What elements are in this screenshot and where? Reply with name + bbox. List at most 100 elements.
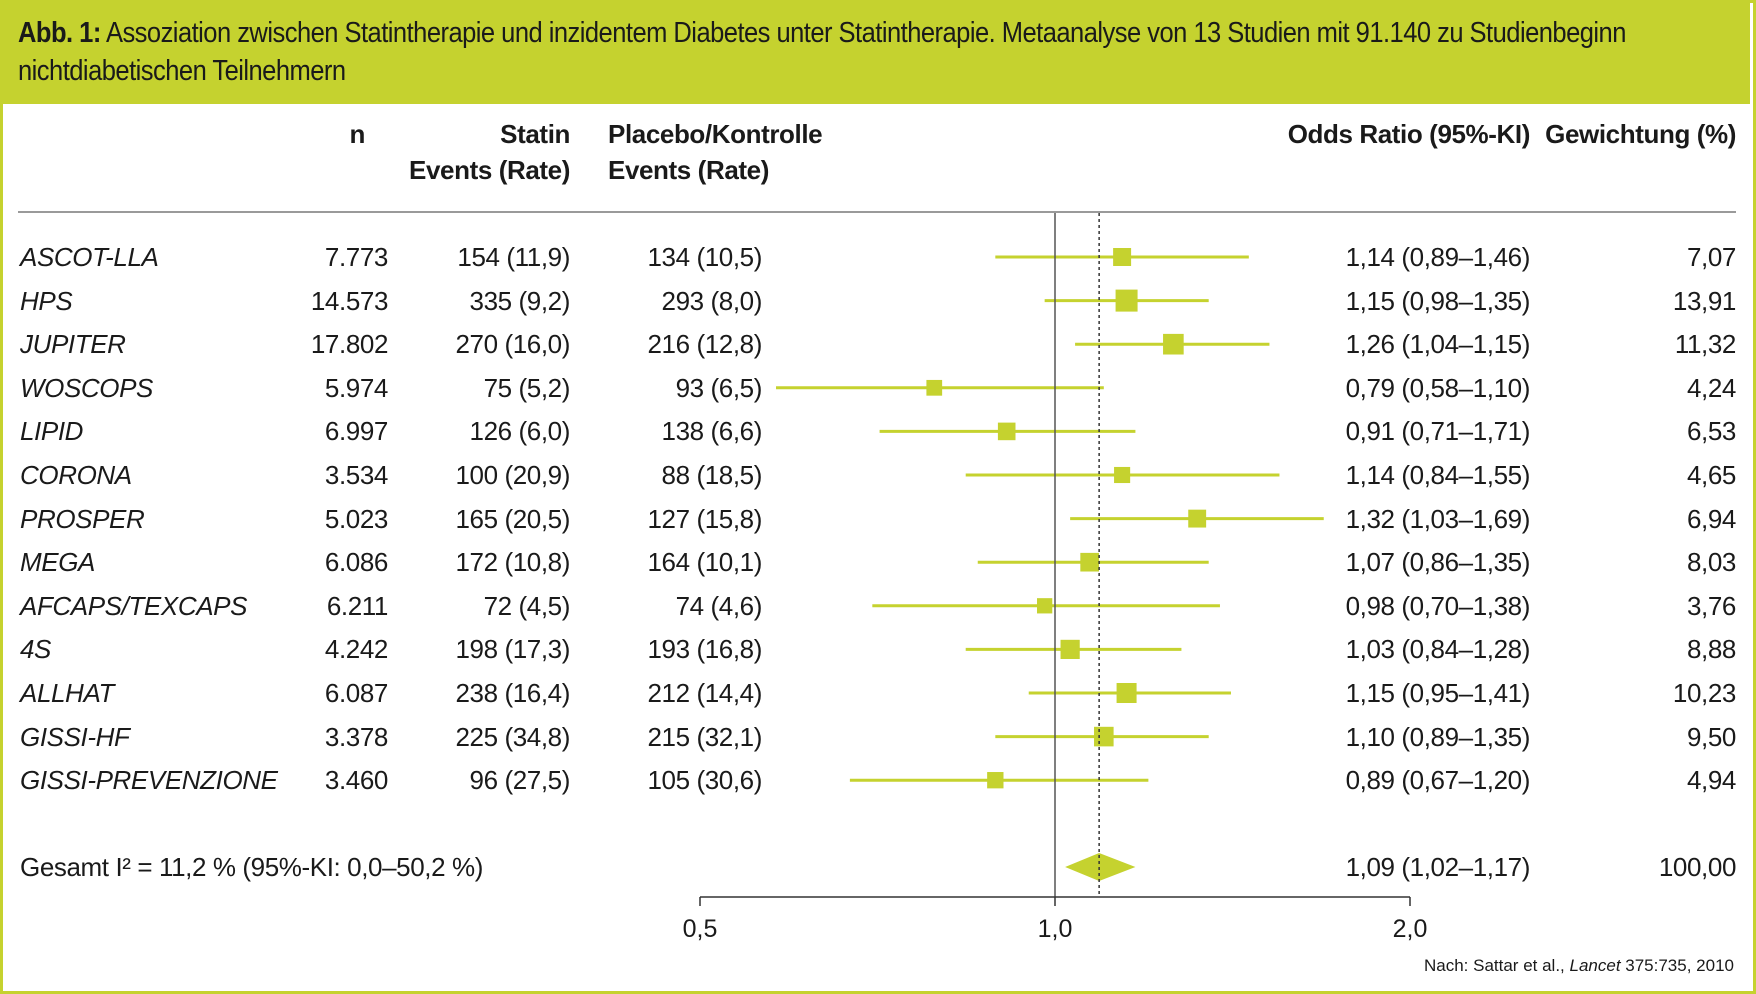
study-marker (1188, 509, 1207, 528)
source-journal: Lancet (1569, 956, 1621, 975)
study-weight: 11,32 (1674, 329, 1737, 360)
study-statin-events: 225 (34,8) (455, 721, 570, 752)
study-weight: 8,03 (1686, 547, 1736, 578)
study-odds-ratio: 1,10 (0,89–1,35) (1345, 721, 1531, 752)
study-name: PROSPER (20, 503, 145, 534)
study-marker (1114, 466, 1131, 484)
study-weight: 4,94 (1686, 765, 1736, 796)
source-suffix: 375:735, 2010 (1620, 956, 1734, 975)
study-odds-ratio: 0,91 (0,71–1,71) (1345, 416, 1531, 447)
study-n: 6.997 (324, 416, 388, 447)
study-odds-ratio: 0,79 (0,58–1,10) (1345, 372, 1531, 403)
study-odds-ratio: 1,03 (0,84–1,28) (1345, 634, 1531, 665)
x-tick-label: 1,0 (1038, 915, 1073, 943)
header-divider (18, 211, 1736, 213)
overall-diamond (1065, 853, 1136, 881)
study-marker (1116, 682, 1137, 704)
header-statin: Statin Events (Rate) (380, 116, 570, 188)
study-n: 17.802 (310, 329, 389, 360)
header-statin-line1: Statin (500, 119, 570, 149)
study-weight: 3,76 (1686, 590, 1736, 621)
header-n: n (349, 119, 366, 149)
study-placebo-events: 134 (10,5) (647, 242, 762, 272)
study-statin-events: 270 (16,0) (455, 329, 570, 360)
study-name: ALLHAT (20, 678, 114, 708)
study-statin-events: 75 (5,2) (483, 372, 571, 403)
study-placebo-events: 93 (6,5) (675, 372, 763, 403)
study-odds-ratio: 0,89 (0,67–1,20) (1345, 765, 1531, 796)
overall-weight: 100,00 (1658, 852, 1737, 882)
header-placebo-line1: Placebo/Kontrolle (608, 119, 823, 149)
study-placebo-events: 193 (16,8) (647, 634, 762, 665)
study-n: 3.534 (324, 460, 388, 490)
study-name: GISSI-HF (20, 721, 130, 752)
study-weight: 4,65 (1686, 460, 1736, 490)
study-weight: 10,23 (1672, 678, 1736, 708)
study-odds-ratio: 1,26 (1,04–1,15) (1345, 329, 1531, 360)
study-statin-events: 72 (4,5) (483, 590, 571, 621)
figure-caption: Abb. 1: Assoziation zwischen Statinthera… (0, 0, 1750, 104)
study-n: 7.773 (324, 242, 388, 272)
study-n: 4.242 (324, 634, 388, 665)
study-n: 5.974 (324, 372, 388, 403)
study-name: AFCAPS/TEXCAPS (20, 590, 248, 621)
study-name: JUPITER (20, 329, 126, 360)
study-name: MEGA (20, 547, 95, 578)
study-n: 6.087 (324, 678, 388, 708)
study-name: HPS (20, 285, 73, 316)
study-placebo-events: 216 (12,8) (647, 329, 762, 360)
study-placebo-events: 127 (15,8) (647, 503, 762, 534)
header-placebo: Placebo/Kontrolle Events (Rate) (608, 116, 868, 188)
study-placebo-events: 74 (4,6) (675, 590, 763, 621)
study-marker (1115, 289, 1138, 312)
x-tick-label: 0,5 (683, 915, 718, 943)
study-n: 5.023 (324, 503, 388, 534)
study-weight: 6,53 (1686, 416, 1736, 447)
study-odds-ratio: 1,32 (1,03–1,69) (1345, 503, 1531, 534)
study-placebo-events: 215 (32,1) (647, 721, 762, 752)
study-n: 6.211 (326, 590, 389, 621)
study-weight: 9,50 (1686, 721, 1736, 752)
study-weight: 6,94 (1686, 503, 1736, 534)
study-marker (1094, 726, 1114, 747)
x-tick-label: 2,0 (1393, 915, 1428, 943)
study-statin-events: 335 (9,2) (469, 285, 571, 316)
study-marker (1113, 248, 1132, 266)
study-statin-events: 96 (27,5) (469, 765, 571, 796)
study-marker (1163, 333, 1184, 355)
study-marker (987, 772, 1004, 789)
study-name: ASCOT-LLA (20, 242, 159, 272)
study-odds-ratio: 1,14 (0,89–1,46) (1345, 242, 1531, 272)
study-statin-events: 165 (20,5) (455, 503, 570, 534)
caption-body: Assoziation zwischen Statintherapie und … (18, 17, 1626, 87)
study-placebo-events: 105 (30,6) (647, 765, 762, 796)
study-n: 3.460 (324, 765, 388, 796)
study-marker (1060, 639, 1080, 659)
header-weight: Gewichtung (%) (1545, 119, 1736, 149)
study-placebo-events: 293 (8,0) (661, 285, 763, 316)
study-n: 14.573 (310, 285, 389, 316)
source-citation: Nach: Sattar et al., Lancet 375:735, 201… (1424, 956, 1734, 976)
study-name: GISSI-PREVENZIONE (20, 765, 278, 796)
study-marker (1080, 552, 1099, 572)
study-weight: 13,91 (1672, 285, 1736, 316)
study-placebo-events: 88 (18,5) (661, 460, 763, 490)
study-name: LIPID (20, 416, 84, 447)
study-odds-ratio: 1,15 (0,98–1,35) (1345, 285, 1531, 316)
study-weight: 4,24 (1686, 372, 1736, 403)
study-name: 4S (20, 634, 52, 665)
study-n: 6.086 (324, 547, 388, 578)
study-odds-ratio: 0,98 (0,70–1,38) (1345, 590, 1531, 621)
header-odds-ratio: Odds Ratio (95%-KI) (1287, 119, 1531, 149)
study-statin-events: 198 (17,3) (455, 634, 570, 665)
study-weight: 7,07 (1686, 242, 1736, 272)
study-name: CORONA (20, 460, 132, 490)
study-statin-events: 100 (20,9) (455, 460, 570, 490)
source-prefix: Nach: Sattar et al., (1423, 956, 1570, 975)
study-placebo-events: 164 (10,1) (647, 547, 762, 578)
study-statin-events: 238 (16,4) (455, 678, 570, 708)
study-marker (997, 422, 1016, 441)
study-name: WOSCOPS (20, 372, 153, 403)
header-statin-line2: Events (Rate) (409, 155, 570, 185)
